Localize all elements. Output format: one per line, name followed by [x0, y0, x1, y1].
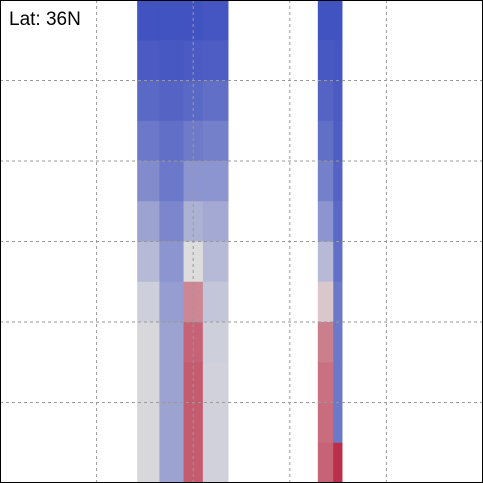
heat-cell — [137, 201, 160, 242]
heat-cell — [333, 402, 343, 444]
heat-cell — [202, 241, 229, 283]
heat-cell — [183, 241, 204, 283]
heat-cell — [317, 402, 334, 444]
heat-cell — [137, 241, 160, 283]
heat-cell — [202, 80, 229, 122]
heat-cell — [137, 0, 160, 41]
heat-cell — [202, 0, 229, 41]
heat-cell — [202, 322, 229, 363]
heat-cell — [159, 0, 185, 41]
heat-cell — [202, 402, 229, 444]
heat-cell — [159, 161, 185, 202]
heat-cell — [137, 402, 160, 444]
heat-cell — [317, 40, 334, 81]
heat-cell — [333, 281, 343, 323]
heat-cell — [333, 80, 343, 122]
heat-cell — [137, 120, 160, 162]
heat-cell — [317, 442, 334, 483]
heat-cell — [333, 40, 343, 81]
heat-cell — [137, 161, 160, 202]
heat-cell — [159, 362, 185, 403]
heat-cell — [317, 161, 334, 202]
heat-cell — [333, 0, 343, 41]
heat-cell — [317, 362, 334, 403]
heat-cell — [202, 281, 229, 323]
annotation: Lat: 36N — [9, 9, 81, 30]
heat-cell — [159, 80, 185, 122]
heat-cell — [333, 362, 343, 403]
heat-cell — [202, 120, 229, 162]
heat-cell — [317, 80, 334, 122]
heat-cell — [183, 201, 204, 242]
heat-cell — [333, 322, 343, 363]
heat-cell — [183, 362, 204, 403]
heat-cell — [317, 120, 334, 162]
heat-cell — [183, 120, 204, 162]
heat-cell — [333, 241, 343, 283]
heat-cell — [159, 201, 185, 242]
heat-cell — [333, 442, 343, 483]
heat-cell — [159, 40, 185, 81]
heat-cell — [333, 161, 343, 202]
heat-cell — [202, 40, 229, 81]
heat-cell — [202, 362, 229, 403]
heat-cell — [159, 322, 185, 363]
heat-cell — [317, 241, 334, 283]
heat-cell — [137, 281, 160, 323]
heat-cell — [317, 201, 334, 242]
heat-cell — [159, 442, 185, 483]
heat-cell — [333, 120, 343, 162]
heat-cell — [183, 80, 204, 122]
heat-cell — [202, 201, 229, 242]
heat-cell — [137, 80, 160, 122]
heat-cell — [317, 322, 334, 363]
heat-cell — [137, 322, 160, 363]
heat-cell — [333, 201, 343, 242]
heat-cell — [317, 0, 334, 41]
heat-cell — [159, 241, 185, 283]
heat-cell — [317, 281, 334, 323]
heat-cell — [202, 442, 229, 483]
heat-cell — [159, 402, 185, 444]
heat-cell — [159, 120, 185, 162]
heat-cell — [137, 40, 160, 81]
heat-cell — [202, 161, 229, 202]
heat-cell — [137, 362, 160, 403]
heat-cell — [137, 442, 160, 483]
heat-cell — [159, 281, 185, 323]
